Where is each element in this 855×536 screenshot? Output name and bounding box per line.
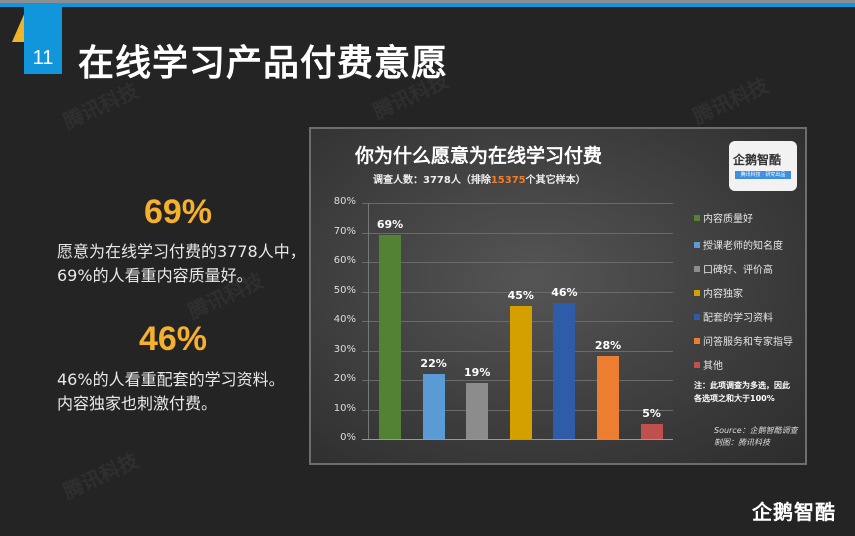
bar-value-label: 28% — [594, 339, 622, 353]
gridline — [362, 439, 673, 440]
gridline — [362, 262, 673, 263]
bar-value-label: 22% — [420, 357, 447, 371]
stat-text-line: 愿意为在线学习付费的3778人中， — [57, 242, 306, 261]
yellow-triangle-decoration — [12, 12, 25, 42]
chart-note: 注：此项调查为多选，因此 各选项之和大于100% — [694, 379, 790, 405]
gridline — [362, 232, 673, 234]
legend-swatch-icon — [694, 362, 700, 368]
note-line: 各选项之和大于100% — [694, 394, 775, 403]
bar — [422, 374, 445, 439]
stat-text-line: 内容独家也刺激付费。 — [57, 394, 218, 413]
corner-brand-logo: 企鹅智酷 — [752, 500, 836, 524]
stat-description: 46%的人看重配套的学习资料。 内容独家也刺激付费。 — [57, 368, 285, 416]
stat-text-line: 69%的人看重内容质量好。 — [57, 266, 253, 285]
legend-label: 其他 — [703, 361, 723, 372]
legend-item: 问答服务和专家指导 — [694, 333, 793, 348]
legend-label: 授课老师的知名度 — [703, 241, 783, 252]
watermark: 腾讯科技 — [59, 448, 142, 504]
bar-value-label: 5% — [642, 407, 661, 421]
legend-swatch-icon — [694, 338, 700, 344]
stat-value: 69% — [143, 193, 213, 231]
legend-label: 配套的学习资料 — [703, 313, 773, 324]
legend-swatch-icon — [694, 314, 700, 320]
bar — [597, 356, 619, 439]
bar — [640, 424, 663, 439]
y-tick-label: 50% — [333, 284, 356, 296]
legend-item: 授课老师的知名度 — [694, 237, 783, 252]
logo-subtext: 腾讯科技 · 研究出品 — [735, 171, 791, 179]
legend-swatch-icon — [694, 215, 700, 221]
legend-swatch-icon — [694, 266, 700, 272]
bar — [379, 235, 401, 439]
y-tick-label: 60% — [333, 255, 356, 266]
y-tick-label: 70% — [333, 225, 356, 237]
bar-value-label: 46% — [551, 286, 578, 300]
legend-label: 内容独家 — [703, 289, 743, 300]
y-tick-label: 10% — [333, 402, 356, 414]
top-accent-bar — [0, 3, 855, 7]
source-line: Source：企鹅智酷调查 — [714, 426, 798, 435]
legend-item: 口碑好、评价高 — [694, 261, 773, 276]
slide-number-badge: 11 — [24, 7, 62, 74]
stat-description: 愿意为在线学习付费的3778人中， 69%的人看重内容质量好。 — [57, 240, 306, 288]
bar — [466, 382, 489, 439]
legend-item: 配套的学习资料 — [694, 309, 773, 324]
stat-value: 46% — [138, 320, 208, 358]
bar-value-label: 19% — [464, 365, 491, 379]
gridline — [362, 291, 673, 293]
y-axis-line — [368, 203, 369, 439]
y-tick-label: 40% — [333, 314, 356, 325]
legend-item: 其他 — [694, 357, 723, 372]
chart-title: 你为什么愿意为在线学习付费 — [355, 145, 603, 167]
top-grey-band — [0, 0, 855, 3]
watermark: 腾讯科技 — [689, 73, 772, 129]
gridline — [362, 203, 673, 204]
y-tick-label: 0% — [340, 432, 356, 443]
chart-panel: 你为什么愿意为在线学习付费 调查人数：3778人（排除15375个其它样本） 企… — [309, 127, 807, 465]
legend-label: 内容质量好 — [703, 214, 753, 225]
slide-number: 11 — [32, 47, 54, 69]
bar — [509, 306, 532, 439]
subtitle-highlight: 15375 — [490, 175, 526, 186]
y-tick-label: 80% — [333, 196, 356, 207]
penguin-logo-icon: 企鹅智酷 — [733, 153, 782, 167]
legend-swatch-icon — [694, 242, 700, 248]
chart-source: Source：企鹅智酷调查 制图：腾讯科技 — [714, 425, 798, 449]
chart-subtitle: 调查人数：3778人（排除15375个其它样本） — [373, 171, 586, 186]
y-tick-label: 30% — [333, 343, 356, 355]
legend-item: 内容质量好 — [694, 210, 753, 225]
page-title: 在线学习产品付费意愿 — [78, 43, 449, 84]
note-line: 注：此项调查为多选，因此 — [694, 381, 790, 390]
legend-item: 内容独家 — [694, 285, 743, 300]
subtitle-prefix: 调查人数：3778人（排除 — [373, 175, 491, 186]
y-tick-label: 20% — [333, 373, 356, 384]
legend-label: 口碑好、评价高 — [703, 265, 773, 276]
bar-value-label: 45% — [507, 289, 534, 303]
bar-value-label: 69% — [376, 218, 404, 232]
brand-logo-card: 企鹅智酷 腾讯科技 · 研究出品 — [729, 141, 797, 191]
legend-label: 问答服务和专家指导 — [703, 337, 793, 348]
source-line: 制图：腾讯科技 — [714, 438, 770, 447]
legend-swatch-icon — [694, 290, 700, 296]
subtitle-suffix: 个其它样本） — [525, 175, 586, 186]
stat-text-line: 46%的人看重配套的学习资料。 — [57, 370, 285, 389]
bar — [553, 303, 576, 439]
